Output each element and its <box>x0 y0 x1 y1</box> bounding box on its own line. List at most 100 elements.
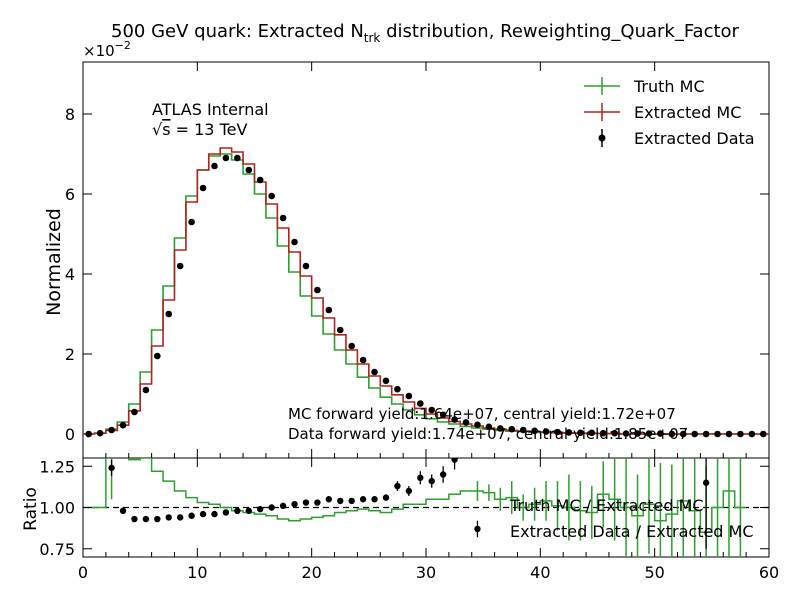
ratio-data-point <box>119 507 127 514</box>
ratio-data-point <box>245 507 252 514</box>
ratio-data-point <box>211 510 218 518</box>
data-point <box>165 310 173 318</box>
energy-label: √s = 13 TeV <box>152 120 247 139</box>
ratio-data-point <box>165 514 172 521</box>
x-tick-label: 20 <box>301 563 321 582</box>
main-y-tick-label: 2 <box>65 345 75 364</box>
ratio-data-point <box>337 497 344 505</box>
data-point <box>474 421 481 429</box>
data-point <box>382 377 390 385</box>
legend-label-data-ratio: Extracted Data / Extracted MC <box>510 522 754 541</box>
legend-item-extracted-data: Extracted Data <box>598 129 755 148</box>
data-point <box>142 386 150 394</box>
data-point <box>291 238 298 246</box>
ratio-data-point <box>131 515 138 523</box>
data-point <box>439 411 447 419</box>
atlas-label: ATLAS Internal <box>152 100 269 119</box>
ratio-y-tick-label: 1.00 <box>39 499 75 518</box>
data-point <box>428 406 436 414</box>
main-y-tick-label: 6 <box>65 185 75 204</box>
ratio-y-tick-label: 1.25 <box>39 457 75 476</box>
x-tick-label: 50 <box>644 563 664 582</box>
data-point <box>234 154 241 162</box>
data-point <box>371 368 378 376</box>
legend-label-truth-ratio: Truth MC / Extracted MC <box>509 496 704 515</box>
main-y-tick-label: 4 <box>65 265 75 284</box>
ratio-data-point <box>371 496 378 503</box>
ratio-data-point <box>382 494 390 501</box>
data-point <box>279 214 287 222</box>
legend-item-truth-mc: Truth MC <box>584 77 705 96</box>
chart-title: 500 GeV quark: Extracted Ntrk distributi… <box>111 21 740 45</box>
data-point <box>222 154 230 162</box>
ratio-data-point <box>394 482 401 490</box>
data-point <box>348 342 355 350</box>
data-point <box>668 430 676 438</box>
ratio-data-point <box>417 474 424 481</box>
ratio-data-point <box>359 496 367 503</box>
data-point <box>245 166 253 174</box>
data-point <box>748 430 756 438</box>
data-point <box>531 427 538 435</box>
data-point <box>542 428 550 435</box>
data-point <box>725 430 733 438</box>
ratio-data-point <box>234 507 241 514</box>
data-point <box>256 176 264 184</box>
data-point <box>199 184 207 192</box>
data-point <box>657 430 664 437</box>
data-yield-annotation: Data forward yield:1.74e+07, central yie… <box>288 425 688 443</box>
data-point <box>679 430 687 438</box>
ratio-data-point <box>257 505 264 513</box>
x-tick-label: 10 <box>187 563 207 582</box>
ratio-data-point <box>348 497 355 505</box>
data-point <box>485 423 493 431</box>
data-point <box>359 356 367 364</box>
svg-text:√s = 13 TeV: √s = 13 TeV <box>152 120 247 139</box>
data-point <box>622 430 630 437</box>
data-point <box>451 416 458 423</box>
ratio-data-point <box>199 510 207 518</box>
x-tick-label: 0 <box>78 563 88 582</box>
ratio-data-point <box>222 509 230 516</box>
ratio-data-point <box>302 499 310 506</box>
ratio-data-point <box>142 515 150 523</box>
data-point <box>96 429 104 437</box>
ratio-data-point <box>474 525 481 533</box>
ratio-data-point <box>188 512 195 519</box>
data-point <box>714 430 721 438</box>
data-point <box>497 425 504 432</box>
ratio-y-tick-label: 0.75 <box>39 540 75 559</box>
ratio-series-1 <box>108 458 710 549</box>
legend-label-extracted-data: Extracted Data <box>634 129 755 148</box>
data-point <box>154 352 161 360</box>
data-point <box>416 400 424 407</box>
data-point <box>108 426 115 434</box>
data-point <box>302 262 310 270</box>
ratio-data-point <box>702 479 710 486</box>
legend-label-truth-mc: Truth MC <box>633 77 705 96</box>
data-point <box>519 426 527 434</box>
data-point <box>119 421 127 429</box>
data-point <box>462 419 470 426</box>
ratio-legend: Truth MC / Extracted MC Extracted Data /… <box>509 496 754 541</box>
main-y-tick-label: 0 <box>65 425 75 444</box>
data-point <box>691 430 698 438</box>
data-point <box>599 429 607 437</box>
data-point <box>405 392 413 400</box>
data-point <box>394 385 401 393</box>
ratio-panel: 0.75 1.00 1.25 0 10 20 30 40 50 60 <box>39 457 779 582</box>
ratio-data-point <box>176 514 184 521</box>
ratio-data-point <box>268 504 275 511</box>
ratio-y-axis-label: Ratio <box>21 487 41 531</box>
data-point <box>85 430 93 438</box>
ratio-data-point <box>108 464 115 472</box>
data-point <box>645 430 653 437</box>
legend-label-extracted-mc: Extracted MC <box>634 103 741 122</box>
main-y-tick-label: 8 <box>65 105 75 124</box>
data-point <box>325 306 333 314</box>
data-point <box>268 192 275 200</box>
main-legend: Truth MC Extracted MC Extracted Data <box>584 77 755 148</box>
ratio-series-0 <box>83 458 747 557</box>
